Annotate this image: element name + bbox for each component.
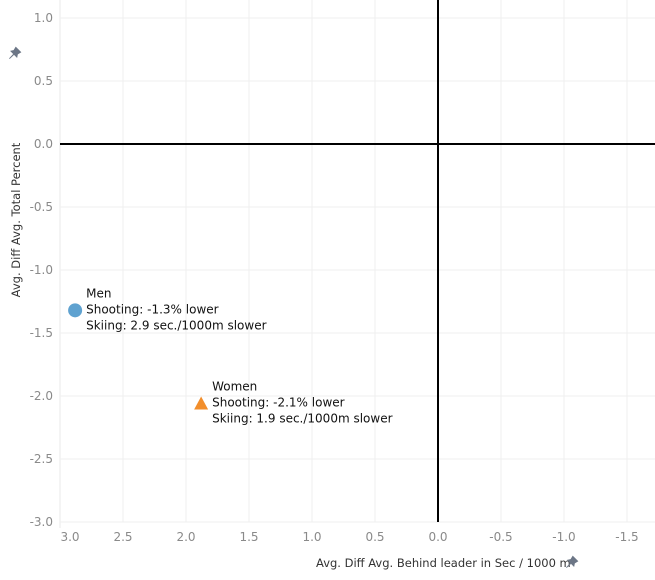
triangle-marker[interactable] [194, 396, 209, 410]
reference-lines [60, 0, 655, 522]
y-axis-ticks: 1.0 0.5 0.0 -0.5 -1.0 -1.5 -2.0 -2.5 -3.0 [30, 11, 53, 529]
point-label-line: Men [86, 286, 111, 300]
point-label-line: Shooting: -2.1% lower [212, 396, 345, 410]
x-tick-label: -1.0 [552, 530, 575, 544]
y-tick-label: -2.5 [30, 452, 53, 466]
point-label-line: Skiing: 1.9 sec./1000m slower [212, 412, 392, 426]
x-axis-title: Avg. Diff Avg. Behind leader in Sec / 10… [316, 556, 571, 570]
x-tick-label: 1.0 [302, 530, 321, 544]
x-tick-label: 1.5 [239, 530, 258, 544]
x-tick-label: 0.0 [428, 530, 447, 544]
x-tick-label: 2.5 [113, 530, 132, 544]
circle-marker[interactable] [68, 303, 83, 318]
point-label-line: Shooting: -1.3% lower [86, 302, 219, 316]
x-axis-pin-icon[interactable] [563, 555, 579, 571]
x-tick-label: 2.0 [176, 530, 195, 544]
y-tick-label: -1.5 [30, 326, 53, 340]
data-points: Men Shooting: -1.3% lower Skiing: 2.9 sec.… [68, 286, 393, 426]
point-women[interactable]: Women Shooting: -2.1% lower Skiing: 1.9 se… [194, 380, 393, 426]
point-label-line: Women [212, 380, 257, 394]
point-men[interactable]: Men Shooting: -1.3% lower Skiing: 2.9 sec.… [68, 286, 267, 332]
y-axis-title: Avg. Diff Avg. Total Percent [9, 142, 23, 297]
x-tick-label: -1.5 [615, 530, 638, 544]
y-tick-label: -2.0 [30, 389, 53, 403]
y-tick-label: 0.0 [34, 137, 53, 151]
point-label-line: Skiing: 2.9 sec./1000m slower [86, 318, 266, 332]
y-tick-label: -0.5 [30, 200, 53, 214]
x-axis-ticks: 3.0 2.5 2.0 1.5 1.0 0.5 0.0 -0.5 -1.0 -1.5 [60, 530, 638, 544]
y-tick-label: 0.5 [34, 74, 53, 88]
y-tick-label: 1.0 [34, 11, 53, 25]
y-axis-pin-icon[interactable] [6, 46, 22, 62]
x-tick-label: -0.5 [489, 530, 512, 544]
y-tick-label: -3.0 [30, 515, 53, 529]
y-tick-label: -1.0 [30, 263, 53, 277]
x-tick-label: 0.5 [365, 530, 384, 544]
grid [59, 0, 655, 528]
x-tick-label: 3.0 [60, 530, 79, 544]
